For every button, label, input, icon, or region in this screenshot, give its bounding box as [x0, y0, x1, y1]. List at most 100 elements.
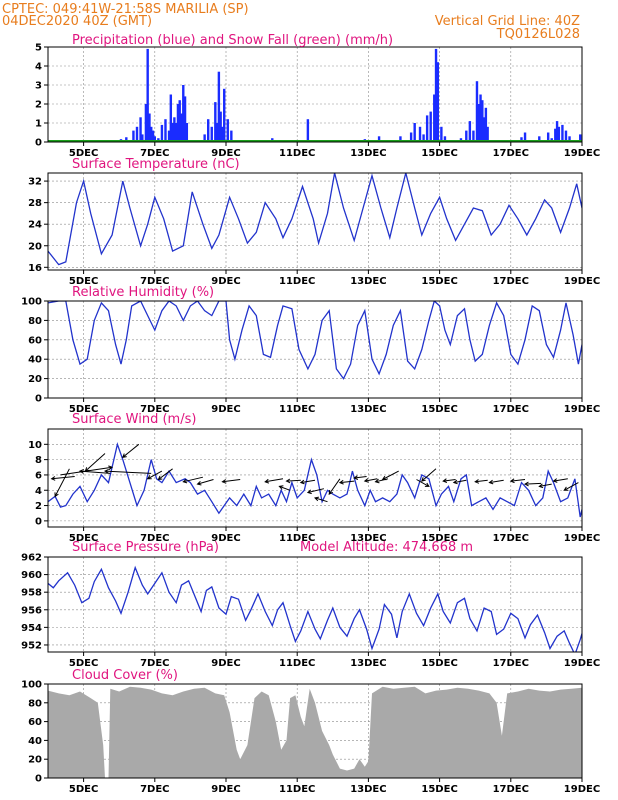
wind-vector-arrow [552, 478, 568, 483]
precip-bar [173, 117, 176, 142]
wind-xtick-label: 19DEC [564, 533, 600, 544]
precipitation-ytick-label: 1 [35, 119, 42, 130]
temperature-ytick-label: 16 [28, 263, 42, 274]
temperature-ytick-label: 28 [28, 198, 42, 209]
wind-vector-arrow [221, 479, 241, 484]
precipitation-frame [47, 46, 583, 143]
wind-ytick-label: 0 [35, 516, 42, 527]
pressure-xtick-label: 5DEC [69, 658, 98, 669]
wind-frame [47, 428, 583, 528]
temperature-ytick-label: 32 [28, 177, 42, 188]
header-location: CPTEC: 049:41W-21:58S MARILIA (SP) [2, 2, 249, 17]
wind-vector-arrow [452, 479, 467, 485]
precip-bar [399, 136, 402, 142]
precip-bar [223, 88, 226, 142]
precipitation-xtick-label: 5DEC [69, 148, 98, 159]
temperature-xtick-label: 11DEC [279, 276, 315, 287]
precip-bar [185, 123, 189, 142]
cloud-cover-ytick-label: 60 [28, 717, 42, 728]
wind-vector-arrow [54, 468, 70, 498]
wind-vector-arrow [338, 479, 355, 485]
precip-bar [422, 134, 425, 142]
pressure-ytick-label: 962 [21, 553, 42, 564]
header-grid-line: Vertical Grid Line: 40Z [435, 14, 580, 29]
wind-xtick-label: 17DEC [493, 533, 529, 544]
humidity-grid [48, 301, 582, 398]
humidity-xtick-label: 15DEC [421, 404, 457, 415]
precip-bar [568, 136, 571, 142]
wind-vector-arrow [381, 470, 399, 481]
precip-bar [176, 104, 180, 142]
wind-vector-arrow [50, 476, 75, 481]
wind-vector-arrow [416, 479, 430, 487]
humidity-xtick-label: 13DEC [350, 404, 386, 415]
wind-ytick-label: 2 [35, 501, 42, 512]
precip-bar [151, 130, 155, 142]
precip-bar [144, 104, 148, 142]
precip-bar [217, 71, 221, 142]
wind-ytick-label: 8 [35, 455, 42, 466]
precip-bar [546, 132, 550, 142]
wind-vector-arrow [314, 496, 328, 503]
precip-bar [425, 115, 429, 142]
precip-bar [150, 126, 153, 142]
precip-bar [135, 126, 139, 142]
precip-bar [564, 130, 568, 142]
precip-bar [465, 130, 468, 142]
precip-bar [221, 126, 224, 142]
cloud-cover-title: Cloud Cover (%) [72, 668, 178, 683]
humidity-title: Relative Humidity (%) [72, 285, 214, 300]
humidity-xtick-label: 7DEC [140, 404, 169, 415]
pressure-xtick-label: 17DEC [493, 658, 529, 669]
wind-vector-arrow [157, 468, 173, 481]
precip-bar [171, 123, 174, 142]
precip-bar [468, 121, 472, 142]
cloud-cover-xtick-label: 13DEC [350, 784, 386, 795]
precipitation-grid [48, 47, 582, 142]
pressure-xtick-label: 9DEC [211, 658, 240, 669]
precip-bar [520, 137, 523, 142]
wind-vector-arrow [78, 469, 111, 474]
precip-bar [413, 123, 416, 142]
humidity-xtick-label: 9DEC [211, 404, 240, 415]
wind-ytick-label: 4 [35, 486, 42, 497]
pressure-ytick-label: 956 [21, 605, 42, 616]
precip-bar [481, 100, 484, 142]
precip-bar [167, 130, 171, 142]
humidity-ytick-label: 0 [35, 394, 42, 405]
pressure-frame [47, 556, 583, 653]
precip-bar [377, 136, 381, 142]
wind-vector-arrow [278, 485, 291, 491]
precip-bar [210, 126, 213, 142]
wind-vector-arrow [121, 443, 140, 458]
cloud-cover-area [48, 686, 582, 778]
precip-bar [579, 134, 582, 142]
precip-bar [523, 132, 527, 142]
precip-bar [148, 113, 151, 142]
wind-vector-arrow [563, 482, 579, 491]
wind-vector-arrow [474, 479, 488, 484]
precip-bar [226, 119, 229, 142]
precipitation-xtick-label: 17DEC [493, 148, 529, 159]
pressure-panel: 952 954 956 958 960 962 5DEC 7DEC 9DEC 11DEC 13DEC… [21, 540, 600, 669]
model-altitude-label: Model Altitude: 474.668 m [300, 540, 473, 555]
wind-xtick-label: 5DEC [69, 533, 98, 544]
wind-vector-arrow [353, 475, 367, 480]
precip-bar [141, 134, 144, 142]
precip-bar [180, 113, 183, 142]
cloud-cover-panel: 0 20 40 60 80 100 5DEC 7DEC 9DEC 11DEC 13DEC 15DEC 1… [21, 668, 600, 795]
pressure-xtick-label: 7DEC [140, 658, 169, 669]
pressure-xtick-label: 19DEC [564, 658, 600, 669]
precipitation-xtick-label: 11DEC [279, 148, 315, 159]
humidity-ytick-label: 100 [21, 297, 42, 308]
panels: 0 1 2 3 4 5 5DEC 7DEC 9DEC 11DEC 13DEC 15DEC 17DEC 19… [21, 33, 600, 795]
wind-panel: 0 2 4 6 8 10 5DEC 7DEC 9DEC 11DEC 13DEC 15DEC 17DEC 1… [28, 412, 600, 544]
wind-xtick-label: 9DEC [211, 533, 240, 544]
humidity-ytick-label: 40 [28, 355, 42, 366]
precip-bar [418, 126, 422, 142]
precip-bar [132, 130, 135, 142]
cloud-cover-ytick-label: 100 [21, 680, 42, 691]
pressure-ytick-label: 958 [21, 588, 42, 599]
cloud-cover-xtick-label: 5DEC [69, 784, 98, 795]
